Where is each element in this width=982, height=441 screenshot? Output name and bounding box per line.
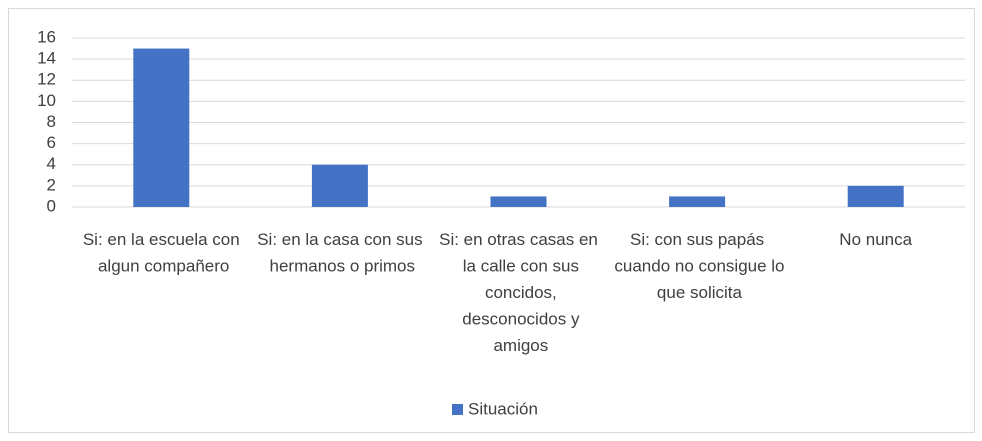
x-tick-label: No nunca <box>839 230 912 249</box>
y-tick-label: 12 <box>37 70 56 89</box>
y-tick-label: 10 <box>37 91 56 110</box>
x-tick-label: Si: en la escuela con algun compañero <box>83 230 240 276</box>
y-tick-label: 14 <box>37 49 56 68</box>
y-tick-label: 2 <box>47 175 56 194</box>
y-tick-label: 0 <box>47 196 56 215</box>
y-tick-label: 16 <box>37 27 56 46</box>
legend-swatch <box>452 404 463 415</box>
y-tick-label: 6 <box>47 133 56 152</box>
y-tick-label: 4 <box>47 154 56 173</box>
bar <box>847 185 904 207</box>
x-tick-label: Si: en otras casas en la calle con sus c… <box>439 230 598 355</box>
bar <box>311 164 368 207</box>
legend-label: Situación <box>468 399 538 418</box>
x-tick-label: Si: con sus papás cuando no consigue lo … <box>610 230 785 302</box>
bar <box>133 48 190 207</box>
bar <box>669 196 726 207</box>
y-tick-label: 8 <box>47 112 56 131</box>
bar <box>490 196 547 207</box>
x-tick-label: Si: en la casa con sus hermanos o primos <box>257 230 422 276</box>
